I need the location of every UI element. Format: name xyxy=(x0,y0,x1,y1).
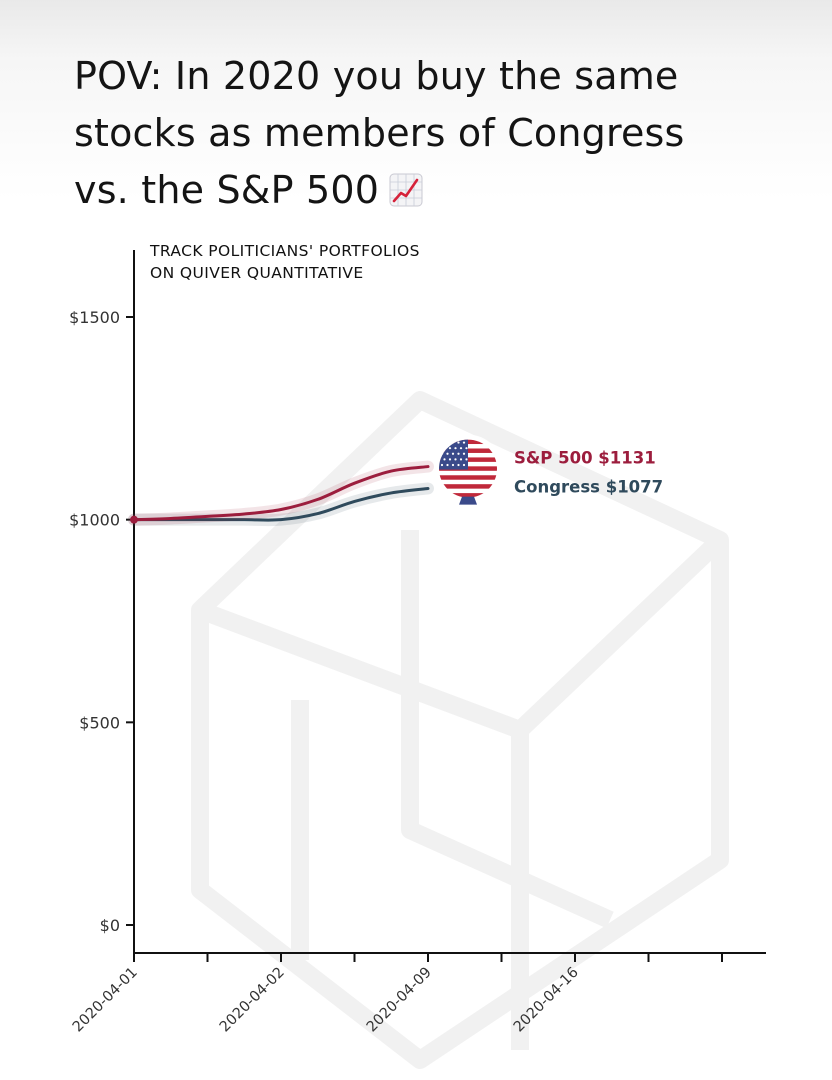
headline: POV: In 2020 you buy the same stocks as … xyxy=(74,48,814,219)
chart-increasing-icon xyxy=(389,173,423,207)
y-tick-label: $500 xyxy=(79,713,120,732)
y-tick-label: $1000 xyxy=(69,511,120,530)
watermark-logo xyxy=(191,391,729,1069)
banner-line-1: TRACK POLITICIANS' PORTFOLIOS xyxy=(149,242,420,260)
headline-line-2: stocks as members of Congress xyxy=(74,111,685,155)
series-label-congress: Congress $1077 xyxy=(514,478,663,497)
headline-line-1: POV: In 2020 you buy the same xyxy=(74,54,679,98)
x-ticks: 2020-04-01 2020-04-02 2020-04-09 2020-04-16 xyxy=(70,953,723,1036)
x-tick-label: 2020-04-01 xyxy=(70,965,141,1036)
headline-line-3: vs. the S&P 500 xyxy=(74,162,814,219)
series-lines xyxy=(128,460,434,527)
congress-line xyxy=(132,486,430,522)
axes xyxy=(133,250,766,954)
headline-line-3-text: vs. the S&P 500 xyxy=(74,168,380,212)
line-chart: TRACK POLITICIANS' PORTFOLIOS ON QUIVER … xyxy=(69,242,766,1069)
chart-banner: TRACK POLITICIANS' PORTFOLIOS ON QUIVER … xyxy=(149,242,420,282)
y-ticks: $0 $500 $1000 $1500 xyxy=(69,308,134,935)
series-labels: S&P 500 $1131 Congress $1077 xyxy=(514,449,663,497)
us-flag-icon xyxy=(434,434,502,505)
y-tick-label: $0 xyxy=(100,916,120,935)
s-p-500-line xyxy=(132,465,430,522)
start-point xyxy=(130,515,138,524)
y-tick-label: $1500 xyxy=(69,308,120,327)
x-tick-label: 2020-04-02 xyxy=(217,965,288,1036)
banner-line-2: ON QUIVER QUANTITATIVE xyxy=(150,264,364,282)
series-label-s-p-500: S&P 500 $1131 xyxy=(514,449,656,468)
x-tick-label: 2020-04-09 xyxy=(364,965,435,1036)
